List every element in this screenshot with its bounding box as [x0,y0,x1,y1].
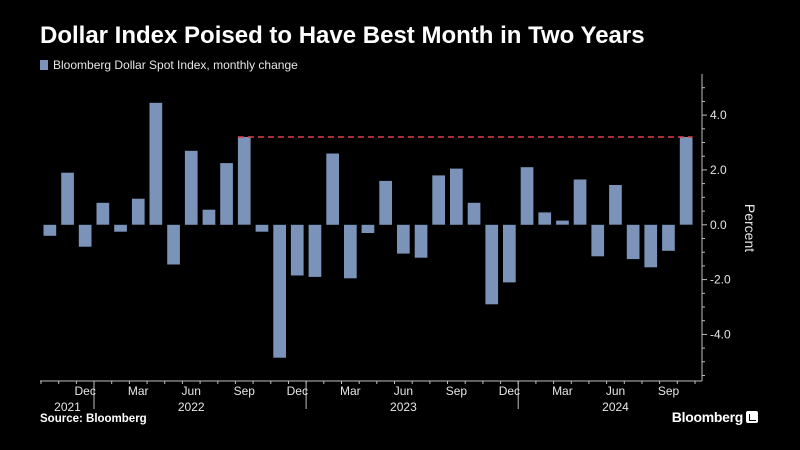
bar [273,224,286,358]
source-note: Source: Bloomberg [40,413,147,425]
x-tick-label: Jun [182,384,201,398]
bar [149,102,163,225]
bar [202,209,216,225]
bar [591,224,605,257]
bar [379,180,392,225]
bar [467,202,481,225]
brand-name: Bloomberg [671,409,744,425]
chart-icon [746,411,758,423]
bar [662,224,675,251]
bars [43,102,693,358]
bar [344,224,357,279]
year-label: 2023 [390,400,417,414]
x-tick-label: Dec [499,384,520,398]
bar [96,202,110,225]
bar [361,224,375,233]
x-tick-label: Jun [606,384,625,398]
bar [397,224,410,254]
bar [626,224,640,260]
bar [485,224,499,305]
bar [308,224,322,277]
bar [432,175,445,225]
bar [644,224,658,268]
bar [237,137,251,225]
chart-title: Dollar Index Poised to Have Best Month i… [40,22,645,49]
bar [290,224,304,276]
bar [450,168,463,225]
x-tick-label: Mar [128,384,149,398]
x-tick-label: Sep [446,384,468,398]
legend-swatch [40,60,48,70]
y-axis-title: Percent [742,204,758,252]
year-label: 2024 [602,400,629,414]
bar [78,224,92,247]
x-tick-label: Mar [552,384,573,398]
x-tick-label: Sep [234,384,256,398]
x-tick-label: Dec [75,384,96,398]
bar [61,172,74,225]
brand-logo: Bloomberg [672,409,758,425]
bar [131,198,145,225]
bar [573,179,587,225]
y-tick-label: -4.0 [710,327,731,341]
bar [184,150,198,225]
y-tick-label: -2.0 [710,273,731,287]
bar [609,185,622,225]
x-tick-label: Mar [340,384,361,398]
bar [679,137,693,225]
bar [556,220,569,225]
bar [414,224,428,258]
bar [43,224,57,236]
bar [167,224,180,265]
bar [255,224,269,232]
bar [503,224,516,283]
x-tick-label: Sep [658,384,680,398]
bar [220,163,233,225]
year-label: 2021 [54,400,81,414]
bar [538,212,552,225]
y-tick-label: 2.0 [710,163,727,177]
bar [114,224,127,232]
y-tick-label: 4.0 [710,108,727,122]
x-tick-label: Dec [287,384,308,398]
year-label: 2022 [178,400,205,414]
axes: 4.0 2.0 0.0 -2.0 -4.0 Dec Mar Jun Sep Dec Mar Jun Se… [40,74,731,414]
x-tick-label: Jun [394,384,413,398]
legend: Bloomberg Dollar Spot Index, monthly cha… [40,58,298,72]
bar [326,153,339,225]
legend-label: Bloomberg Dollar Spot Index, monthly cha… [53,58,298,72]
y-tick-label: 0.0 [710,218,727,232]
bar [520,167,534,225]
